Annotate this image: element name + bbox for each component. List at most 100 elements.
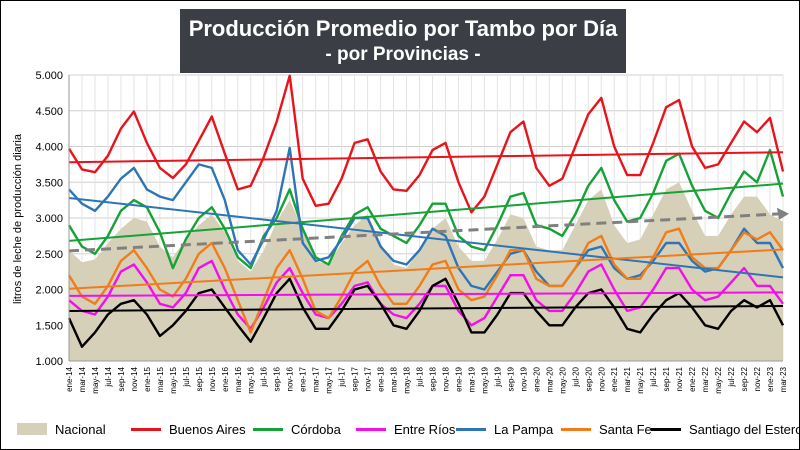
x-tick-label: sep-19 bbox=[506, 366, 515, 391]
legend-label: La Pampa bbox=[494, 421, 554, 437]
x-tick-label: jul-15 bbox=[182, 366, 191, 387]
y-tick-label: 4.000 bbox=[35, 142, 63, 154]
y-tick-label: 3.000 bbox=[35, 213, 63, 225]
trendline-córdoba bbox=[68, 182, 784, 242]
legend-item: La Pampa bbox=[456, 419, 553, 439]
legend: Nacional Buenos Aires Córdoba Entre Ríos La … bbox=[11, 413, 800, 443]
x-tick-label: may-20 bbox=[558, 366, 567, 393]
series-line-la-pampa bbox=[68, 146, 785, 291]
x-tick-label: sep-22 bbox=[740, 366, 749, 391]
x-tick-label: may-19 bbox=[480, 366, 489, 393]
legend-item: Córdoba bbox=[253, 419, 341, 439]
x-tick-label: jul-19 bbox=[493, 366, 502, 387]
x-tick-label: nov-16 bbox=[286, 366, 295, 391]
y-tick-label: 3.500 bbox=[35, 177, 63, 189]
y-tick-label: 2.500 bbox=[35, 249, 63, 261]
x-tick-label: ene-14 bbox=[65, 366, 74, 391]
x-tick-label: may-14 bbox=[91, 366, 100, 393]
x-tick-label: may-17 bbox=[325, 366, 334, 393]
series-area-nacional bbox=[69, 182, 783, 361]
x-tick-label: ene-20 bbox=[532, 366, 541, 391]
legend-label: Santa Fe bbox=[599, 421, 652, 437]
title-box: Producción Promedio por Tambo por Día - … bbox=[180, 9, 626, 73]
y-tick-label: 2.000 bbox=[35, 285, 63, 297]
trendline-entre-ríos bbox=[68, 291, 784, 297]
trendline-arrow bbox=[777, 207, 789, 220]
x-tick-label: sep-20 bbox=[584, 366, 593, 391]
x-tick-label: ene-19 bbox=[454, 366, 463, 391]
x-tick-label: mar-20 bbox=[545, 366, 554, 392]
trendline-la-pampa bbox=[68, 196, 784, 279]
trendline-buenos-aires bbox=[68, 151, 784, 164]
series-line-santiago-del-estero bbox=[67, 277, 785, 348]
legend-label: Córdoba bbox=[291, 421, 341, 437]
trendline-santiago-del-estero bbox=[68, 304, 784, 312]
x-tick-label: nov-20 bbox=[597, 366, 606, 391]
x-tick-label: jul-16 bbox=[260, 366, 269, 387]
legend-swatch bbox=[561, 427, 591, 431]
legend-swatch bbox=[253, 427, 283, 431]
x-tick-label: jul-21 bbox=[649, 366, 658, 387]
axis-layer: 1.000 1.500 2.000 2.500 3.000 3.500 4.000 4.500… bbox=[35, 70, 788, 394]
x-tick-label: mar-22 bbox=[701, 366, 710, 392]
x-tick-label: nov-21 bbox=[675, 366, 684, 391]
legend-item: Nacional bbox=[17, 419, 106, 439]
x-tick-label: nov-22 bbox=[753, 366, 762, 391]
y-tick-label: 1.000 bbox=[35, 356, 63, 368]
x-tick-label: may-18 bbox=[403, 366, 412, 393]
legend-item: Santa Fe bbox=[561, 419, 652, 439]
x-tick-label: sep-15 bbox=[195, 366, 204, 391]
x-tick-label: nov-14 bbox=[130, 366, 139, 391]
legend-swatch bbox=[17, 423, 47, 435]
x-tick-label: sep-21 bbox=[662, 366, 671, 391]
legend-label: Buenos Aires bbox=[169, 421, 246, 437]
x-tick-label: mar-14 bbox=[78, 366, 87, 392]
x-tick-label: nov-17 bbox=[364, 366, 373, 391]
legend-item: Entre Ríos bbox=[356, 419, 455, 439]
x-tick-label: may-16 bbox=[247, 366, 256, 393]
chart-subtitle: - por Provincias - bbox=[325, 44, 481, 65]
legend-label: Santiago del Estero bbox=[689, 421, 800, 437]
x-tick-label: ene-22 bbox=[688, 366, 697, 391]
x-tick-label: mar-21 bbox=[623, 366, 632, 392]
trend-layer bbox=[68, 151, 789, 312]
x-tick-label: nov-18 bbox=[441, 366, 450, 391]
x-tick-label: mar-19 bbox=[467, 366, 476, 392]
x-tick-label: may-15 bbox=[169, 366, 178, 393]
x-tick-label: nov-19 bbox=[519, 366, 528, 391]
legend-label: Entre Ríos bbox=[394, 421, 456, 437]
trendline-nacional bbox=[68, 212, 784, 253]
x-tick-label: jul-22 bbox=[727, 366, 736, 387]
x-tick-label: sep-18 bbox=[428, 366, 437, 391]
x-tick-label: ene-17 bbox=[299, 366, 308, 391]
legend-item: Santiago del Estero bbox=[651, 419, 800, 439]
x-tick-label: jul-18 bbox=[416, 366, 425, 387]
x-tick-label: sep-17 bbox=[351, 366, 360, 391]
legend-swatch bbox=[131, 427, 161, 431]
x-tick-label: may-21 bbox=[636, 366, 645, 393]
y-tick-label: 5.000 bbox=[35, 70, 63, 82]
y-tick-label: 4.500 bbox=[35, 106, 63, 118]
x-tick-label: mar-15 bbox=[156, 366, 165, 392]
y-axis-title: litros de leche de producción diaria bbox=[12, 133, 24, 304]
legend-swatch bbox=[356, 427, 386, 431]
x-tick-label: mar-17 bbox=[312, 366, 321, 392]
legend-swatch bbox=[651, 427, 681, 431]
area-layer bbox=[69, 182, 783, 361]
x-tick-label: mar-18 bbox=[390, 366, 399, 392]
legend-item: Buenos Aires bbox=[131, 419, 246, 439]
y-tick-label: 1.500 bbox=[35, 320, 63, 332]
series-line-córdoba bbox=[67, 148, 785, 270]
legend-swatch bbox=[456, 427, 486, 431]
x-tick-label: ene-16 bbox=[221, 366, 230, 391]
x-tick-label: jul-17 bbox=[338, 366, 347, 387]
x-tick-label: ene-18 bbox=[377, 366, 386, 391]
x-tick-label: mar-16 bbox=[234, 366, 243, 392]
legend-label: Nacional bbox=[55, 421, 106, 437]
x-tick-label: jul-20 bbox=[571, 366, 580, 387]
trendline-santa-fe bbox=[68, 248, 784, 290]
x-tick-label: nov-15 bbox=[208, 366, 217, 391]
x-tick-label: mar-23 bbox=[779, 366, 788, 392]
